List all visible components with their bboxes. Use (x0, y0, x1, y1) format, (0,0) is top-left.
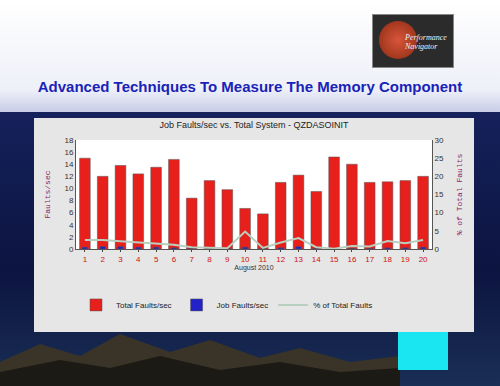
svg-text:0: 0 (69, 245, 74, 254)
svg-text:16: 16 (64, 148, 73, 157)
svg-text:19: 19 (401, 255, 410, 264)
svg-text:20: 20 (435, 172, 444, 181)
svg-text:7: 7 (189, 255, 194, 264)
svg-text:30: 30 (435, 136, 444, 145)
svg-text:12: 12 (276, 255, 285, 264)
html-text:Performance Navigator: Performance Navigator (405, 33, 447, 51)
svg-text:4: 4 (136, 255, 141, 264)
svg-text:18: 18 (64, 136, 73, 145)
svg-text:3: 3 (118, 255, 123, 264)
svg-text:4: 4 (69, 221, 74, 230)
svg-text:9: 9 (225, 255, 230, 264)
svg-text:0: 0 (435, 245, 440, 254)
svg-text:8: 8 (207, 255, 212, 264)
svg-text:% of Total Faults: % of Total Faults (455, 154, 464, 236)
svg-text:1: 1 (83, 255, 88, 264)
svg-text:Job Faults/sec: Job Faults/sec (217, 301, 269, 310)
svg-text:12: 12 (64, 172, 73, 181)
svg-text:10: 10 (64, 184, 73, 193)
svg-text:15: 15 (435, 190, 444, 199)
svg-text:13: 13 (294, 255, 303, 264)
svg-text:Total Faults/sec: Total Faults/sec (116, 301, 172, 310)
svg-text:15: 15 (330, 255, 339, 264)
svg-text:% of Total Faults: % of Total Faults (313, 301, 372, 310)
svg-text:6: 6 (172, 255, 177, 264)
svg-text:16: 16 (347, 255, 356, 264)
svg-text:August 2010: August 2010 (234, 264, 273, 272)
svg-text:14: 14 (312, 255, 321, 264)
svg-text:5: 5 (435, 227, 440, 236)
svg-text:10: 10 (241, 255, 250, 264)
svg-text:11: 11 (259, 255, 268, 264)
svg-text:20: 20 (419, 255, 428, 264)
svg-text:2: 2 (100, 255, 105, 264)
html-text:Advanced Techniques To Measure: Advanced Techniques To Measure The Memor… (37, 78, 463, 95)
svg-text:Faults/sec: Faults/sec (43, 170, 52, 218)
svg-text:18: 18 (383, 255, 392, 264)
svg-text:6: 6 (69, 208, 74, 217)
svg-text:10: 10 (435, 208, 444, 217)
svg-text:17: 17 (365, 255, 374, 264)
svg-text:Job Faults/sec vs. Total Syste: Job Faults/sec vs. Total System - QZDASO… (160, 120, 349, 130)
svg-text:2: 2 (69, 233, 74, 242)
svg-text:14: 14 (64, 160, 73, 169)
svg-text:8: 8 (69, 196, 74, 205)
svg-text:5: 5 (154, 255, 159, 264)
svg-text:25: 25 (435, 154, 444, 163)
